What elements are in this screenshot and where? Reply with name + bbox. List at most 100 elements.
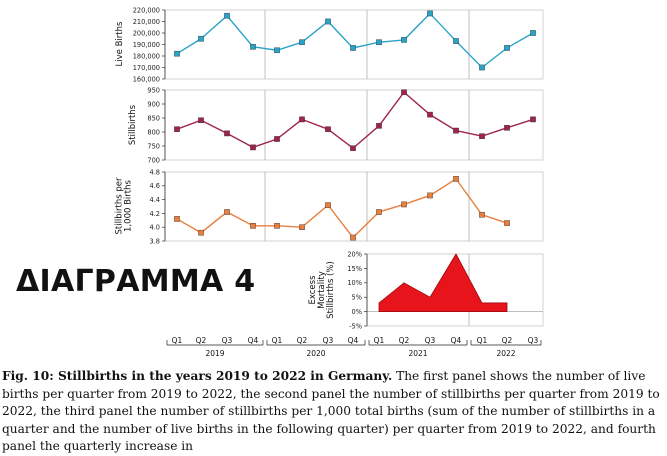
- data-point: [174, 126, 180, 132]
- y-tick-label: -5%: [349, 322, 362, 330]
- year-label: 2020: [306, 349, 325, 358]
- data-point: [427, 10, 433, 17]
- y-tick-label: 180,000: [133, 52, 160, 60]
- quarter-label: Q2: [196, 336, 207, 345]
- y-tick-label: 200,000: [133, 29, 160, 37]
- y-tick-label: 170,000: [133, 64, 160, 72]
- data-point: [174, 50, 180, 57]
- y-tick-label: 4.8: [150, 168, 161, 176]
- y-title-line: Stillbirths: [128, 104, 138, 145]
- y-tick-label: 0%: [352, 308, 362, 316]
- y-title-stillbirths: Stillbirths: [128, 104, 138, 145]
- y-axis-titles: Live Births Stillbirths Stillbirths per1,0…: [114, 21, 336, 319]
- data-point: [401, 89, 407, 96]
- y-title-rate: Stillbirths per1,000 Births: [114, 177, 133, 235]
- quarter-label: Q3: [425, 336, 436, 345]
- data-point: [274, 223, 280, 229]
- data-point: [325, 18, 331, 25]
- data-point: [198, 229, 204, 236]
- y-tick-label: 700: [147, 156, 160, 164]
- data-point: [376, 39, 382, 45]
- data-point: [350, 234, 356, 241]
- y-tick-label: 20%: [347, 250, 362, 258]
- data-point: [198, 117, 204, 124]
- y-tick-label: 210,000: [133, 18, 160, 26]
- data-point: [274, 136, 280, 142]
- quarter-label: Q4: [451, 336, 462, 345]
- y-title-line: Mortality: [317, 271, 327, 309]
- year-label: 2022: [496, 349, 515, 358]
- y-title-line: Excess: [308, 275, 318, 305]
- quarter-label: Q1: [374, 336, 385, 345]
- data-point: [325, 126, 331, 132]
- y-tick-label: 800: [147, 128, 160, 136]
- quarter-label: Q3: [222, 336, 233, 345]
- data-point: [427, 111, 433, 118]
- y-tick-label: 900: [147, 100, 160, 108]
- data-series: [174, 10, 536, 312]
- data-point: [224, 12, 230, 19]
- year-gridlines: [264, 10, 543, 326]
- data-point: [198, 35, 204, 42]
- y-tick-label: 4.4: [150, 196, 161, 204]
- caption-body: The first panel shows the number of live…: [2, 369, 660, 453]
- quarter-label: Q4: [348, 336, 359, 345]
- data-point: [530, 116, 536, 123]
- data-point: [453, 38, 459, 44]
- y-tick-label: 220,000: [133, 6, 160, 14]
- overlay-diagram-label: ΔΙΑΓΡΑΜΜΑ 4: [16, 264, 256, 299]
- y-title-live-births: Live Births: [115, 21, 125, 66]
- year-label: 2021: [408, 349, 427, 358]
- y-tick-label: 4.0: [150, 224, 161, 232]
- y-tick-label: 10%: [347, 279, 362, 287]
- caption-lead: Fig. 10: Stillbirths in the years 2019 t…: [2, 369, 393, 383]
- quarter-label: Q2: [297, 336, 308, 345]
- quarter-label: Q2: [502, 336, 513, 345]
- data-point: [479, 64, 485, 71]
- y-title-line: Live Births: [115, 21, 125, 66]
- y-tick-label: 190,000: [133, 41, 160, 49]
- data-point: [250, 144, 256, 151]
- data-point: [299, 224, 305, 231]
- data-point: [530, 30, 536, 36]
- data-point: [453, 127, 459, 134]
- data-point: [479, 133, 485, 140]
- quarter-label: Q4: [248, 336, 259, 345]
- data-point: [224, 209, 230, 215]
- year-label: 2019: [205, 349, 224, 358]
- data-point: [174, 216, 180, 222]
- y-title-excess: ExcessMortalityStillbirths (%): [308, 261, 336, 319]
- y-tick-label: 4.6: [150, 182, 161, 190]
- data-point: [504, 124, 510, 131]
- y-tick-label: 5%: [352, 294, 362, 302]
- data-point: [453, 176, 459, 182]
- data-point: [401, 201, 407, 208]
- y-tick-label: 4.2: [150, 210, 161, 218]
- y-title-line: Stillbirths per: [114, 177, 124, 235]
- data-point: [299, 39, 305, 45]
- data-point: [325, 202, 331, 208]
- data-point: [504, 220, 510, 226]
- quarter-label: Q2: [399, 336, 410, 345]
- series-line: [176, 177, 508, 239]
- data-point: [224, 130, 230, 137]
- data-point: [350, 45, 356, 51]
- data-point: [376, 123, 382, 129]
- data-point: [299, 116, 305, 123]
- data-point: [274, 47, 280, 54]
- y-tick-label: 750: [147, 142, 160, 150]
- figure-panels: 160,000 170,000 180,000 190,000 200,000 210,0…: [114, 6, 544, 358]
- quarter-label: Q1: [272, 336, 283, 345]
- y-tick-label: 850: [147, 114, 160, 122]
- y-tick-label: 15%: [347, 265, 362, 273]
- excess-area: [378, 253, 508, 312]
- data-point: [504, 45, 510, 51]
- y-title-line: 1,000 Births: [124, 179, 134, 231]
- data-point: [350, 145, 356, 152]
- y-tick-label: 160,000: [133, 75, 160, 83]
- quarter-label: Q1: [172, 336, 183, 345]
- panel-frame: [164, 171, 544, 242]
- data-point: [376, 209, 382, 215]
- data-point: [427, 192, 433, 199]
- y-axes: 160,000 170,000 180,000 190,000 200,000 210,0…: [133, 6, 368, 330]
